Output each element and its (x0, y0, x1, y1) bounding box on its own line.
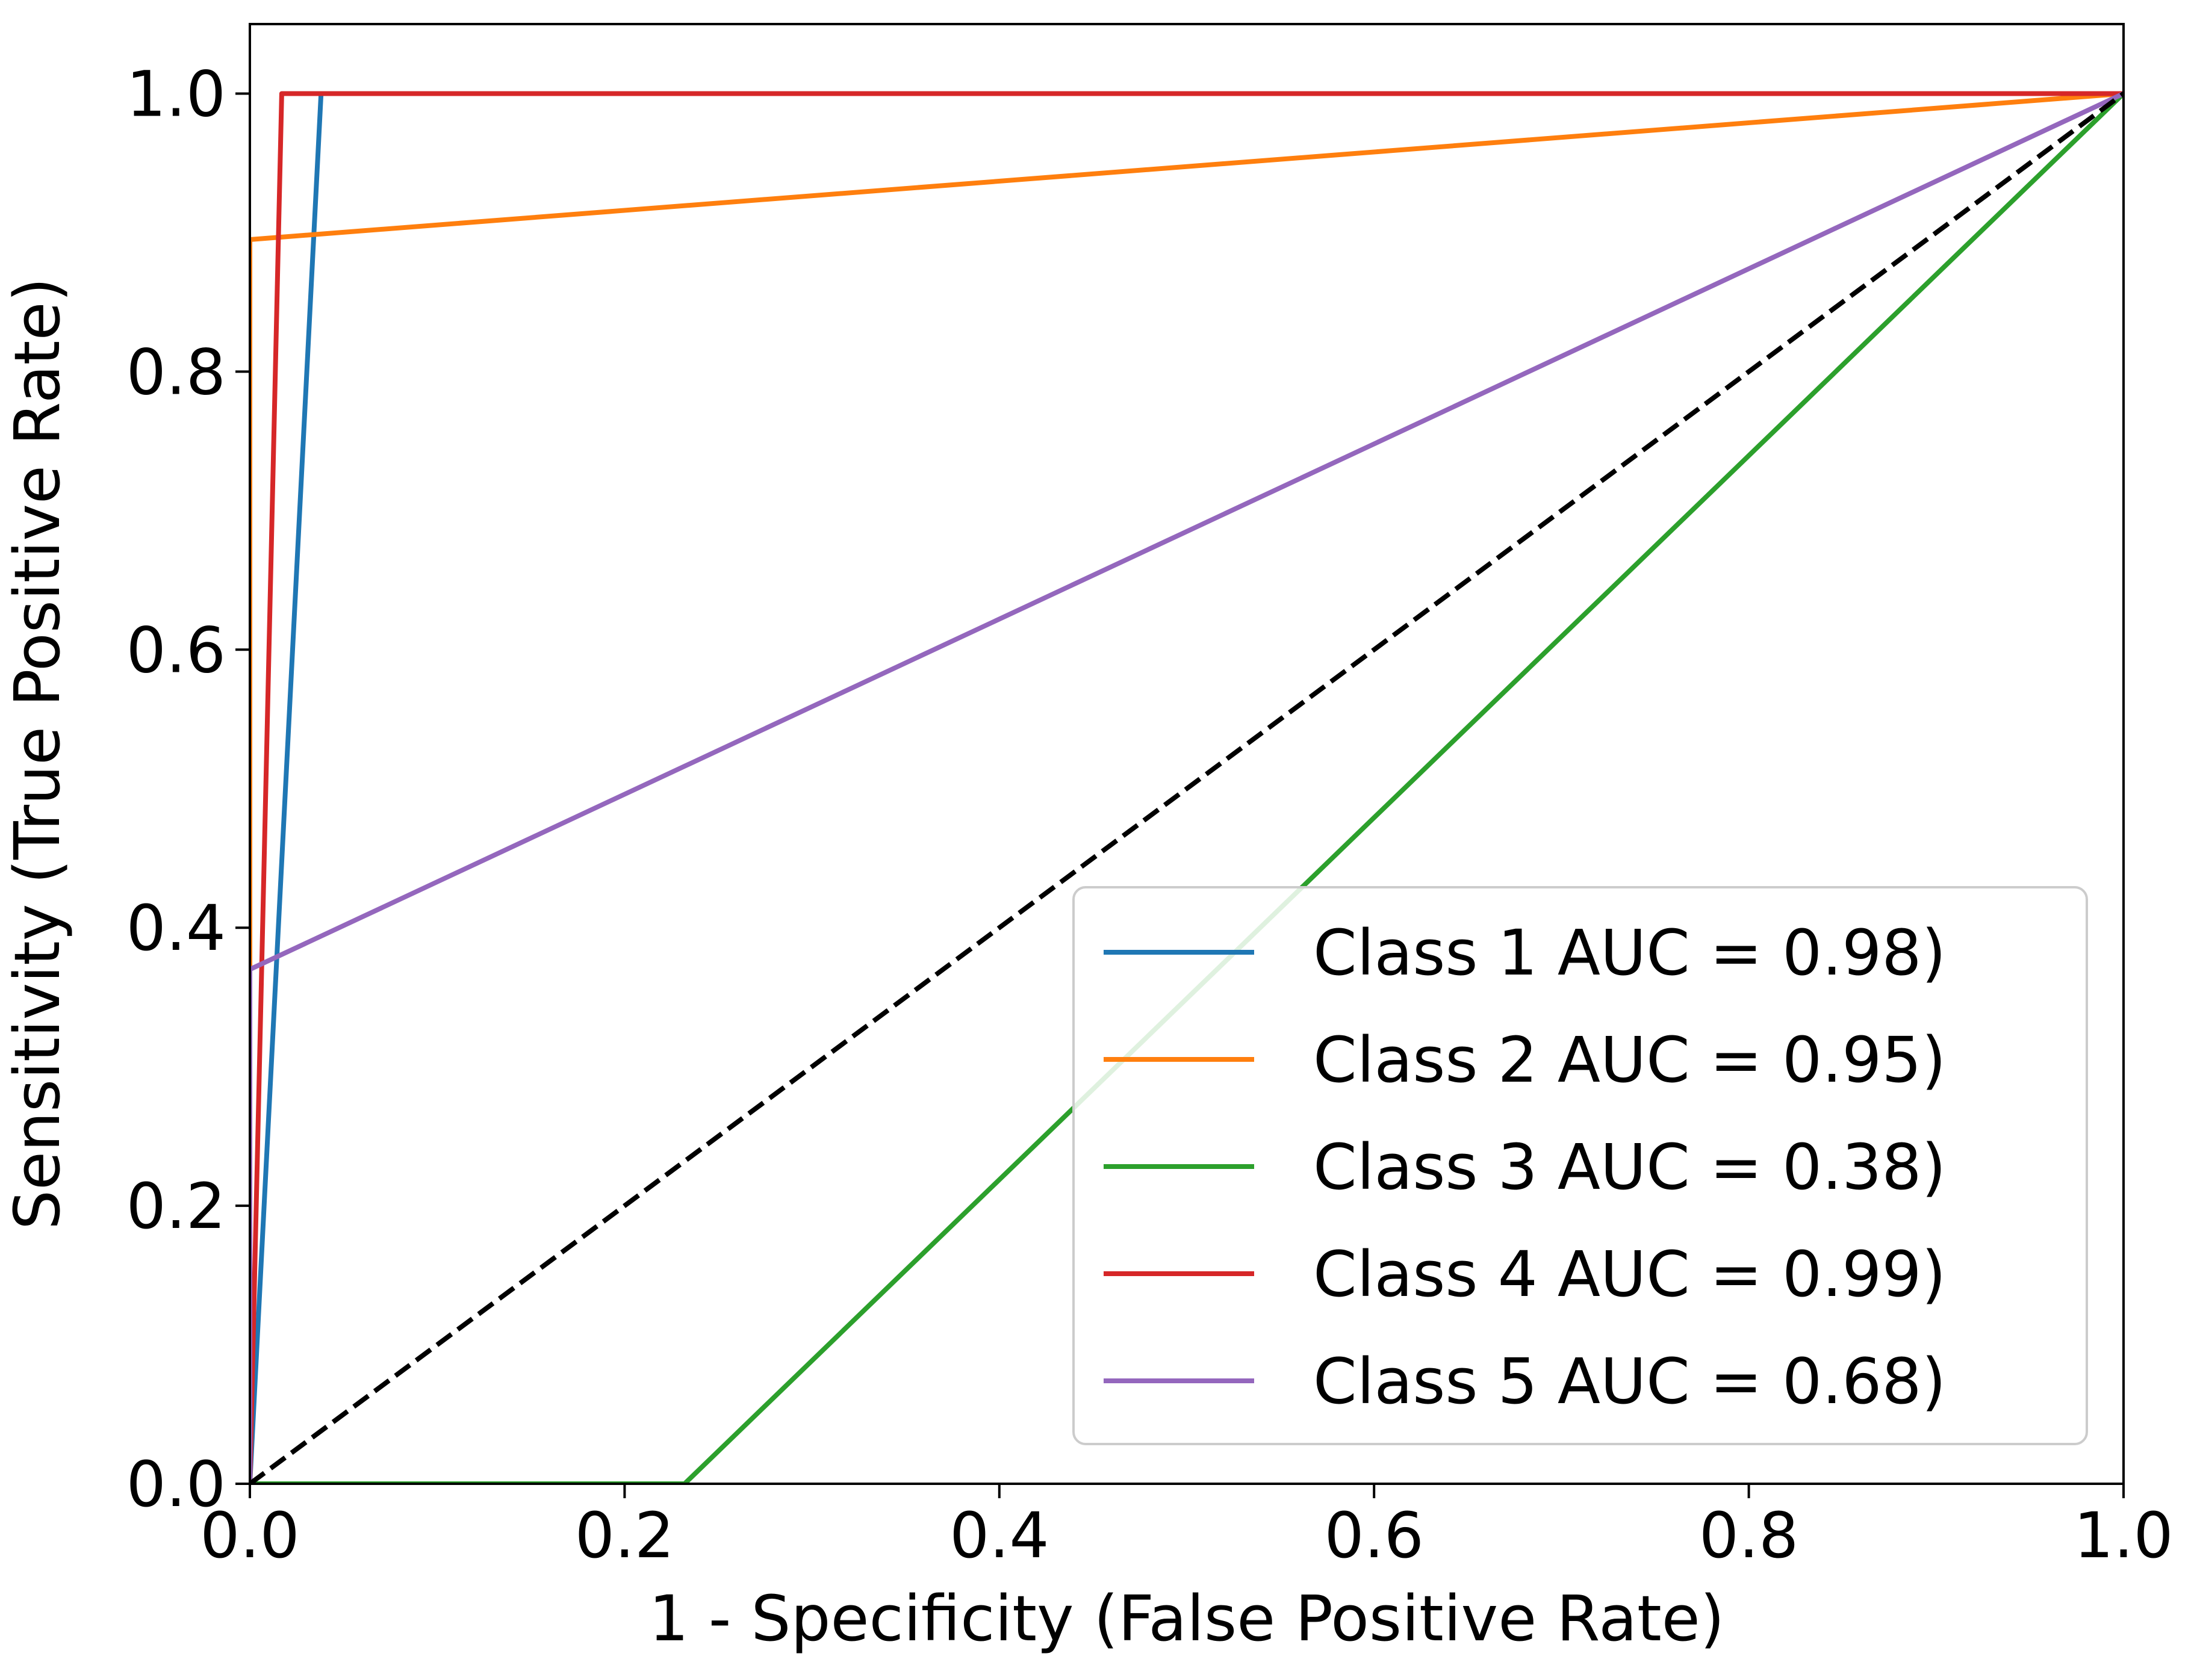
y-tick-label: 0.4 (126, 891, 226, 965)
legend-box (1072, 886, 2088, 1445)
legend-label-class-4: Class 4 AUC = 0.99) (1313, 1238, 1946, 1311)
series-line-class-4 (250, 91, 2124, 1484)
legend-label-class-5: Class 5 AUC = 0.68) (1313, 1345, 1946, 1418)
legend-label-class-2: Class 2 AUC = 0.95) (1313, 1023, 1946, 1097)
legend-label-class-1: Class 1 AUC = 0.98) (1313, 916, 1946, 990)
series-line-class-5 (250, 91, 2124, 1484)
y-tick-label: 0.2 (126, 1170, 226, 1243)
x-tick-label: 0.8 (1699, 1499, 1798, 1572)
axes-frame (249, 23, 2125, 1485)
x-axis-label: 1 - Specificity (False Positive Rate) (649, 1582, 1725, 1655)
legend: Class 1 AUC = 0.98) Class 2 AUC = 0.95) Cl… (1072, 886, 2088, 1445)
y-axis: 0.0 0.2 0.4 0.6 0.8 1.0 (126, 57, 250, 1521)
y-tick-label: 0.8 (126, 335, 226, 409)
x-tick-label: 0.6 (1324, 1499, 1423, 1572)
y-tick-label: 0.6 (126, 613, 226, 687)
x-tick-label: 1.0 (2074, 1499, 2173, 1572)
x-tick-label: 0.4 (949, 1499, 1049, 1572)
x-tick-label: 0.2 (575, 1499, 674, 1572)
y-axis-label: Sensitivity (True Positive Rate) (1, 277, 74, 1230)
series-line-class-2 (250, 91, 2124, 1484)
x-tick-label: 0.0 (200, 1499, 299, 1572)
series-line-class-3 (250, 91, 2124, 1484)
series-layer (250, 91, 2124, 1484)
reference-diagonal-line (250, 91, 2124, 1484)
y-tick-label: 1.0 (126, 57, 226, 131)
legend-label-class-3: Class 3 AUC = 0.38) (1313, 1130, 1946, 1204)
plot-area (250, 91, 2124, 1484)
y-tick-label: 0.0 (126, 1448, 226, 1521)
x-axis: 0.0 0.2 0.4 0.6 0.8 1.0 (200, 1484, 2174, 1572)
legend-entries: Class 1 AUC = 0.98) Class 2 AUC = 0.95) Cl… (1104, 916, 1946, 1418)
